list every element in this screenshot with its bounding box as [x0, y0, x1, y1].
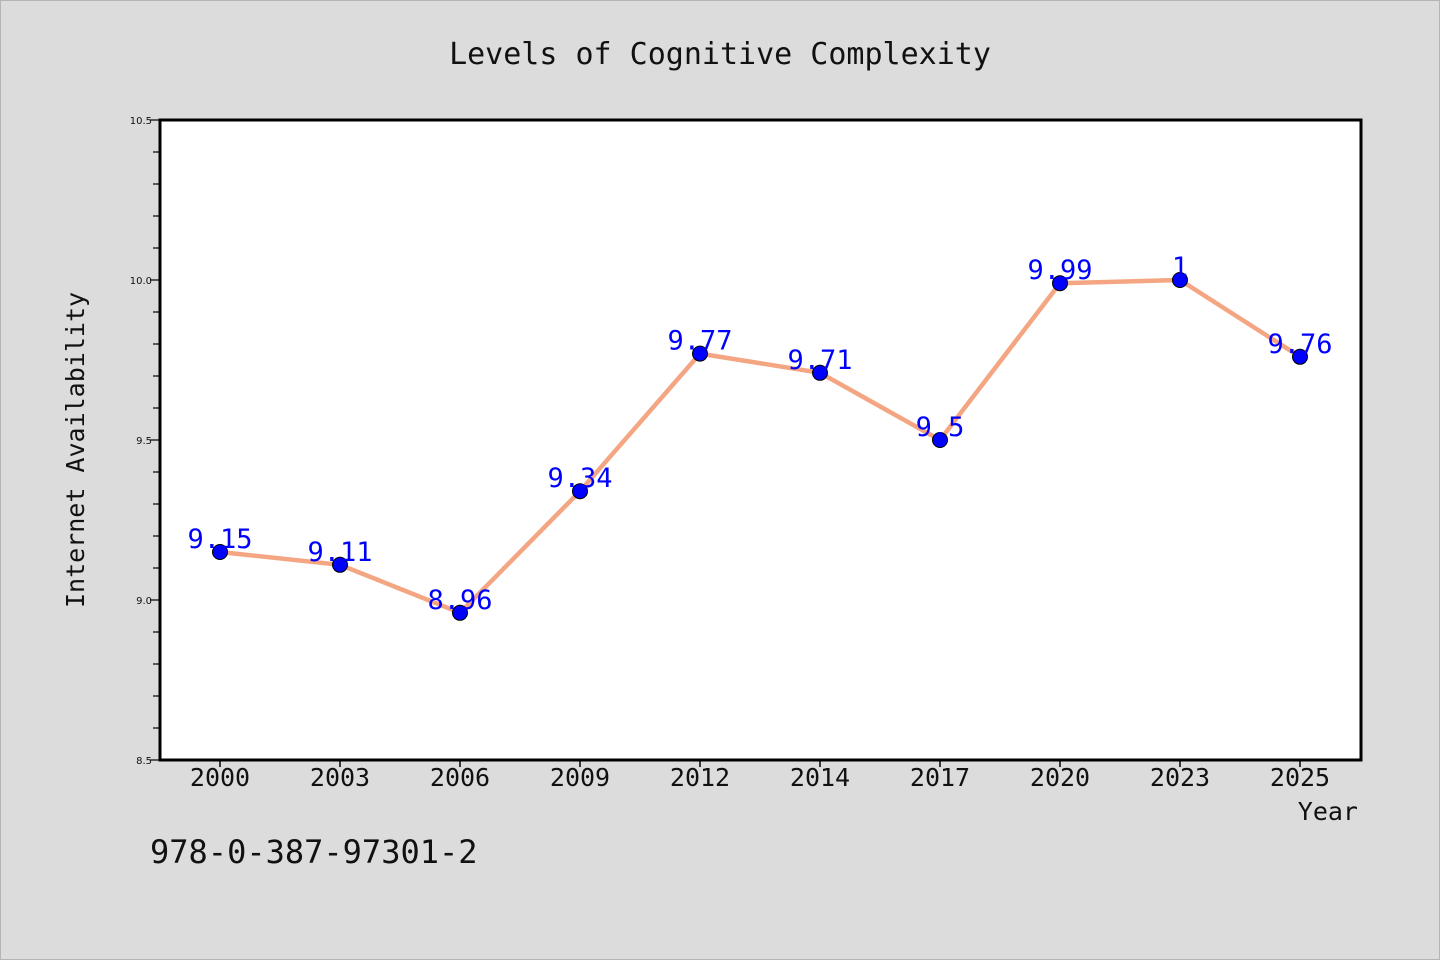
y-tick-label: 8.5	[136, 756, 152, 767]
data-label: 9.99	[1027, 255, 1092, 286]
data-point	[332, 556, 348, 573]
series-line	[217, 277, 1303, 616]
data-label: 8.96	[427, 585, 492, 616]
y-tick-label: 9.5	[136, 436, 152, 447]
data-label: 1	[1172, 252, 1188, 283]
plot-area	[158, 118, 1363, 762]
data-point	[812, 364, 828, 381]
x-axis-label: Year	[1298, 797, 1358, 826]
data-label: 9.5	[916, 412, 965, 443]
data-point	[212, 544, 228, 560]
x-axis-ticks: 2000 2003 2006 2009 2012 2014 2017 2020 2023 2025	[190, 760, 1330, 792]
data-label: 9.34	[547, 463, 612, 494]
data-point	[692, 345, 708, 362]
x-tick-label: 2006	[430, 763, 490, 792]
data-label: 9.71	[787, 345, 852, 376]
x-tick-label: 2025	[1270, 763, 1330, 792]
y-axis-ticks: 8.5 9.0 9.5 10.0 10.5	[130, 116, 160, 767]
y-tick-label: 10.5	[130, 116, 152, 127]
x-tick-label: 2003	[310, 763, 370, 792]
x-tick-label: 2017	[910, 763, 970, 792]
x-tick-label: 2012	[670, 763, 730, 792]
data-labels: 9.15 9.11 8.96 9.34 9.77 9.71 9.5 9.99 1 9.76	[187, 252, 1332, 616]
data-point	[1052, 275, 1068, 292]
x-tick-label: 2014	[790, 763, 850, 792]
data-point	[1172, 272, 1188, 288]
chart-title: Levels of Cognitive Complexity	[449, 37, 991, 72]
y-tick-label: 10.0	[130, 276, 152, 287]
footer-code: 978-0-387-97301-2	[150, 833, 478, 871]
data-label: 9.11	[307, 537, 372, 568]
data-label: 9.15	[187, 524, 252, 555]
y-tick-label: 9.0	[136, 596, 152, 607]
data-point	[572, 483, 588, 500]
y-axis-label: Internet Availability	[61, 292, 90, 608]
data-label: 9.77	[667, 326, 732, 357]
data-label: 9.76	[1267, 329, 1332, 360]
x-tick-label: 2000	[190, 763, 250, 792]
x-tick-label: 2023	[1150, 763, 1210, 792]
data-point	[452, 604, 468, 621]
data-point	[932, 432, 948, 448]
series-markers	[212, 272, 1308, 621]
x-tick-label: 2009	[550, 763, 610, 792]
x-tick-label: 2020	[1030, 763, 1090, 792]
data-point	[1292, 348, 1308, 365]
